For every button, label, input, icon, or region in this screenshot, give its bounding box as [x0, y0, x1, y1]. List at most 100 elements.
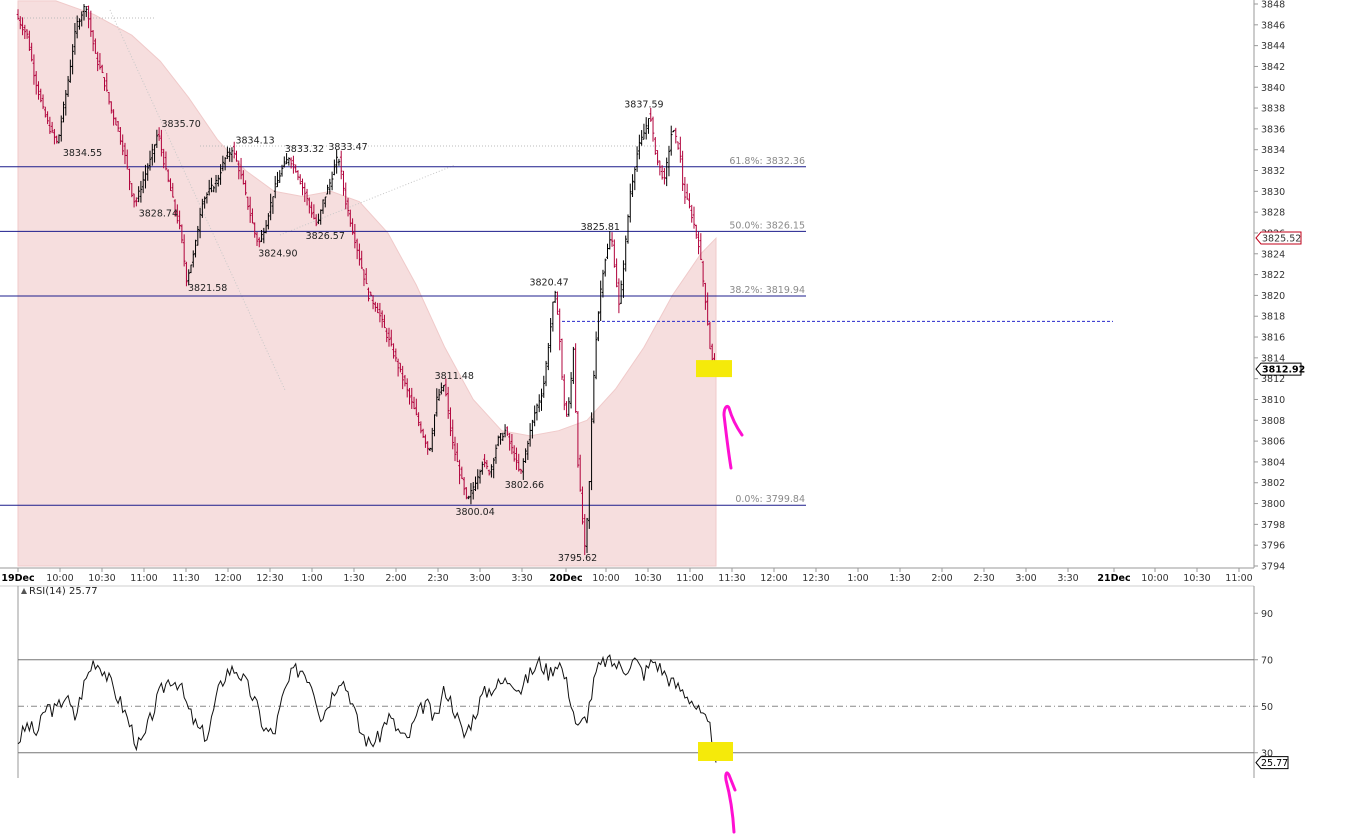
price-bar: [16, 9, 20, 20]
price-bar: [619, 280, 623, 304]
price-bar: [358, 243, 361, 266]
price-bar: [603, 258, 607, 277]
price-bar: [631, 174, 634, 197]
price-bar: [446, 386, 450, 419]
price-bar: [353, 223, 357, 249]
price-bar: [499, 433, 502, 445]
price-bar: [651, 116, 655, 142]
price-bar: [342, 170, 345, 196]
price-bar: [572, 346, 575, 384]
price-bar: [201, 198, 204, 218]
price-bar: [672, 130, 675, 133]
price-bar: [597, 311, 600, 342]
price-bar: [264, 220, 268, 234]
time-tick-label: 1:30: [343, 573, 364, 584]
price-bar: [442, 385, 445, 392]
price-bar: [469, 483, 473, 505]
price-bar: [594, 331, 598, 380]
rsi-tick-label: 30: [1261, 748, 1273, 759]
price-bar: [305, 188, 309, 206]
price-bar: [551, 301, 555, 332]
price-bar: [308, 197, 311, 214]
price-bar: [214, 174, 218, 193]
price-bar: [585, 517, 589, 554]
price-bar: [660, 165, 664, 180]
price-bar: [408, 387, 411, 405]
price-tick-label: 3844: [1261, 41, 1285, 52]
price-bar: [510, 433, 514, 455]
time-axis: 19Dec 10:00 10:30 11:00 11:30 12:00 12:30 1:00 1…: [0, 567, 1254, 584]
time-tick-label: 11:30: [172, 573, 199, 584]
swing-price-label: 3826.57: [306, 231, 345, 242]
price-bar: [387, 327, 391, 347]
triangle-icon[interactable]: [21, 588, 27, 594]
price-bar: [226, 146, 229, 159]
price-tick-label: 3806: [1261, 437, 1285, 448]
price-bar: [444, 378, 448, 397]
price-bar: [494, 444, 498, 464]
price-bar: [130, 183, 134, 198]
time-tick-label: 10:30: [1183, 573, 1210, 584]
price-bar: [203, 196, 206, 209]
price-bar: [481, 461, 484, 475]
price-bar: [378, 302, 382, 323]
price-bar: [465, 487, 468, 500]
price-bar: [260, 229, 263, 243]
price-bar: [303, 182, 307, 203]
time-axis-ticks: 19Dec 10:00 10:30 11:00 11:30 12:00 12:30 1:00 1…: [1, 568, 1253, 584]
price-bar: [399, 362, 402, 373]
price-bar: [23, 24, 27, 39]
reference-price-label: 3825.52: [1262, 233, 1301, 244]
price-bar: [78, 18, 81, 30]
price-bar: [462, 477, 466, 496]
price-bar: [460, 466, 464, 479]
price-bar: [485, 460, 489, 470]
price-bar: [624, 235, 628, 272]
price-bar: [476, 469, 480, 490]
price-bar: [296, 170, 300, 181]
time-tick-label: 12:00: [214, 573, 241, 584]
swing-price-label: 3824.90: [258, 248, 297, 259]
price-bar: [333, 159, 336, 176]
price-bar: [18, 16, 22, 30]
price-bar: [48, 116, 52, 134]
price-bar: [364, 268, 368, 285]
rsi-current-tag: 25.77: [1255, 756, 1289, 770]
price-bar: [533, 405, 536, 427]
price-bar: [344, 182, 348, 210]
price-bar: [635, 146, 639, 172]
price-bar: [112, 109, 115, 126]
price-bar: [189, 264, 193, 274]
fib-level-label: 0.0%: 3799.84: [735, 494, 805, 505]
price-bar: [503, 424, 507, 438]
price-bar: [419, 421, 423, 434]
price-bar: [674, 127, 678, 144]
price-bar: [565, 401, 568, 417]
price-bar: [658, 160, 662, 176]
guide-line: [109, 9, 286, 391]
swing-price-labels: 3834.55 3835.70 3828.74 3821.58 3834.13 3824.…: [63, 99, 664, 564]
price-bar: [216, 174, 220, 187]
swing-price-label: 3795.62: [558, 553, 597, 564]
price-bar: [576, 411, 580, 468]
price-bar: [21, 17, 24, 36]
price-bar: [180, 224, 184, 244]
time-tick-label: 12:30: [256, 573, 283, 584]
price-bar: [435, 388, 439, 417]
price-tick-label: 3810: [1261, 395, 1285, 406]
rsi-panel: RSI(14) 25.77 30 50 70 90 25.77: [0, 585, 1289, 834]
price-bar: [535, 403, 539, 421]
price-tick-label: 3848: [1261, 0, 1285, 11]
price-tick-label: 3846: [1261, 20, 1285, 31]
price-bar: [328, 178, 332, 195]
price-bar: [549, 317, 552, 353]
price-bar: [526, 440, 530, 460]
time-tick-label: 10:30: [88, 573, 115, 584]
price-bar: [401, 365, 404, 390]
price-bar: [73, 23, 77, 55]
price-bar: [487, 469, 491, 476]
price-bar: [25, 29, 29, 39]
price-bar: [66, 75, 70, 97]
price-bar: [592, 370, 596, 424]
